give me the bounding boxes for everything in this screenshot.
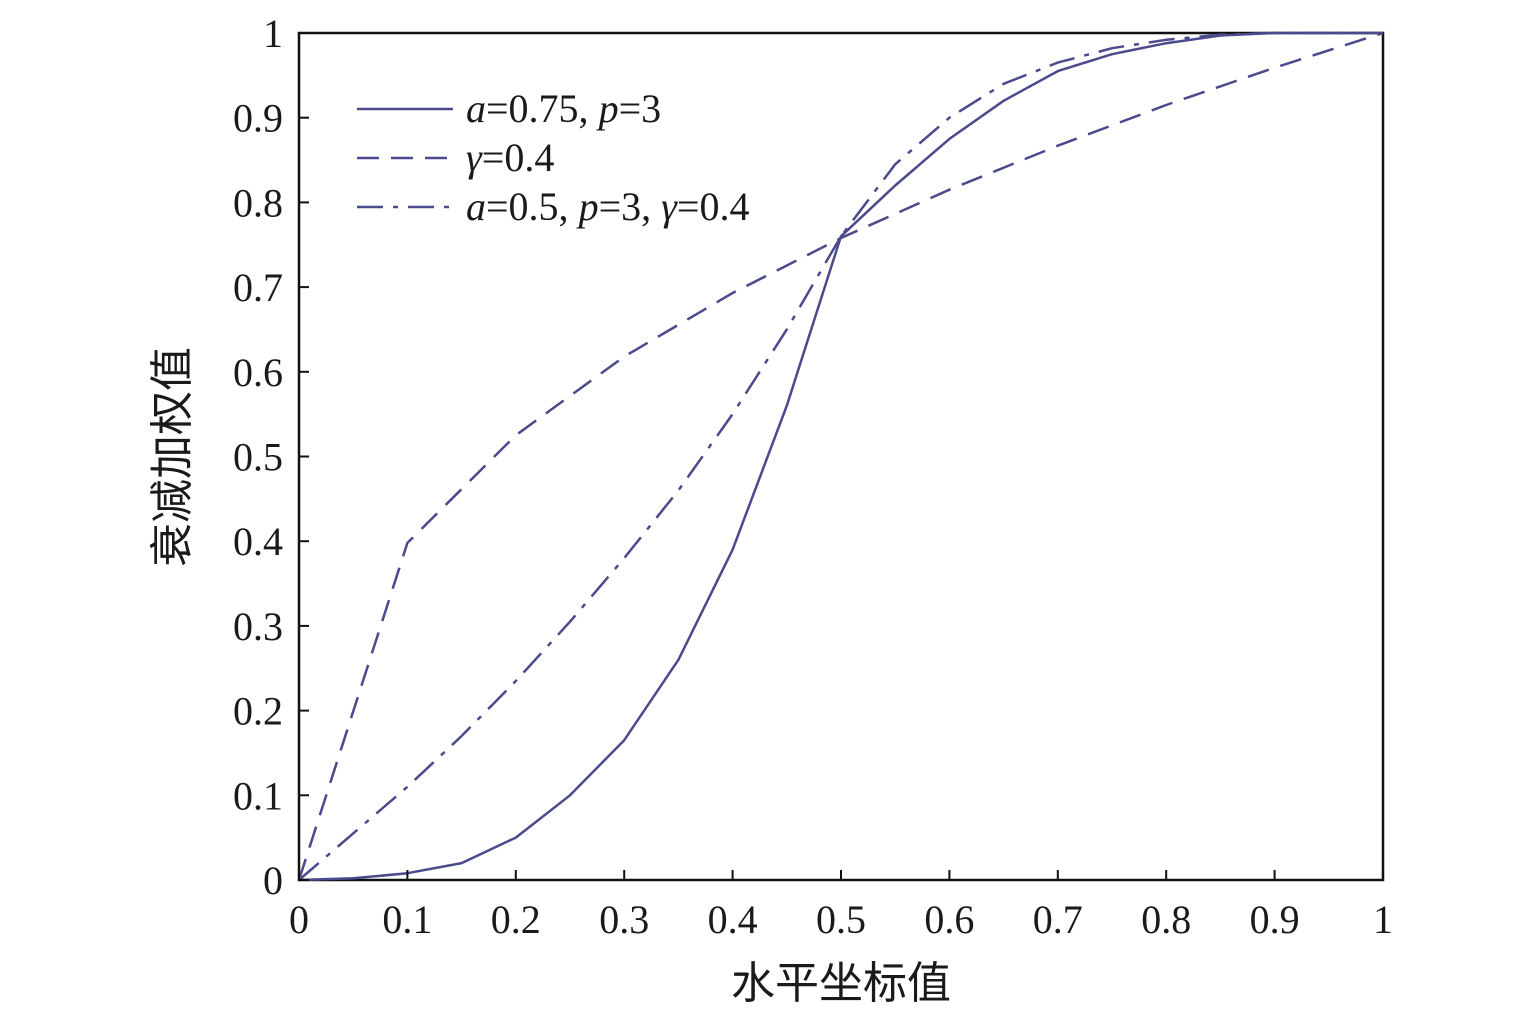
y-tick-label: 0.9 bbox=[233, 96, 283, 141]
x-tick-label: 0.1 bbox=[382, 897, 432, 942]
x-tick-label: 1 bbox=[1373, 897, 1393, 942]
y-tick-label: 0.6 bbox=[233, 350, 283, 395]
legend: a=0.75, p=3γ=0.4a=0.5, p=3, γ=0.4 bbox=[357, 86, 749, 229]
y-axis-title: 衰减加权值 bbox=[148, 347, 197, 567]
x-tick-label: 0.8 bbox=[1141, 897, 1191, 942]
y-tick-label: 0.2 bbox=[233, 689, 283, 734]
y-tick-label: 0.4 bbox=[233, 519, 283, 564]
x-axis-title: 水平坐标值 bbox=[731, 959, 951, 1008]
y-tick-label: 0.1 bbox=[233, 773, 283, 818]
y-tick-label: 0.8 bbox=[233, 180, 283, 225]
x-axis-ticks: 0 0.1 0.2 0.3 0.4 0.5 0.6 0.7 0.8 0.9 1 bbox=[289, 870, 1393, 942]
y-tick-label: 0.3 bbox=[233, 604, 283, 649]
x-tick-label: 0.2 bbox=[491, 897, 541, 942]
x-tick-label: 0.5 bbox=[816, 897, 866, 942]
y-tick-label: 0.7 bbox=[233, 265, 283, 310]
x-tick-label: 0 bbox=[289, 897, 309, 942]
plot-frame bbox=[297, 31, 1385, 882]
y-tick-label: 0 bbox=[263, 858, 283, 903]
legend-label-2: γ=0.4 bbox=[466, 135, 554, 180]
series-line-2 bbox=[297, 31, 1384, 881]
series-line-3 bbox=[298, 31, 1383, 881]
series-layer bbox=[297, 31, 1384, 882]
legend-label-1: a=0.75, p=3 bbox=[466, 86, 661, 131]
x-tick-label: 0.4 bbox=[708, 897, 758, 942]
plot-area-border bbox=[297, 31, 1385, 882]
x-tick-label: 0.9 bbox=[1250, 897, 1300, 942]
x-tick-label: 0.3 bbox=[599, 897, 649, 942]
series-line-1 bbox=[298, 31, 1383, 882]
x-tick-label: 0.7 bbox=[1033, 897, 1083, 942]
y-tick-label: 0.5 bbox=[233, 435, 283, 480]
legend-label-3: a=0.5, p=3, γ=0.4 bbox=[466, 184, 749, 229]
y-axis-ticks: 0 0.1 0.2 0.3 0.4 0.5 0.6 0.7 0.8 0.9 1 bbox=[233, 11, 309, 903]
x-tick-label: 0.6 bbox=[924, 897, 974, 942]
y-tick-label: 1 bbox=[263, 11, 283, 56]
